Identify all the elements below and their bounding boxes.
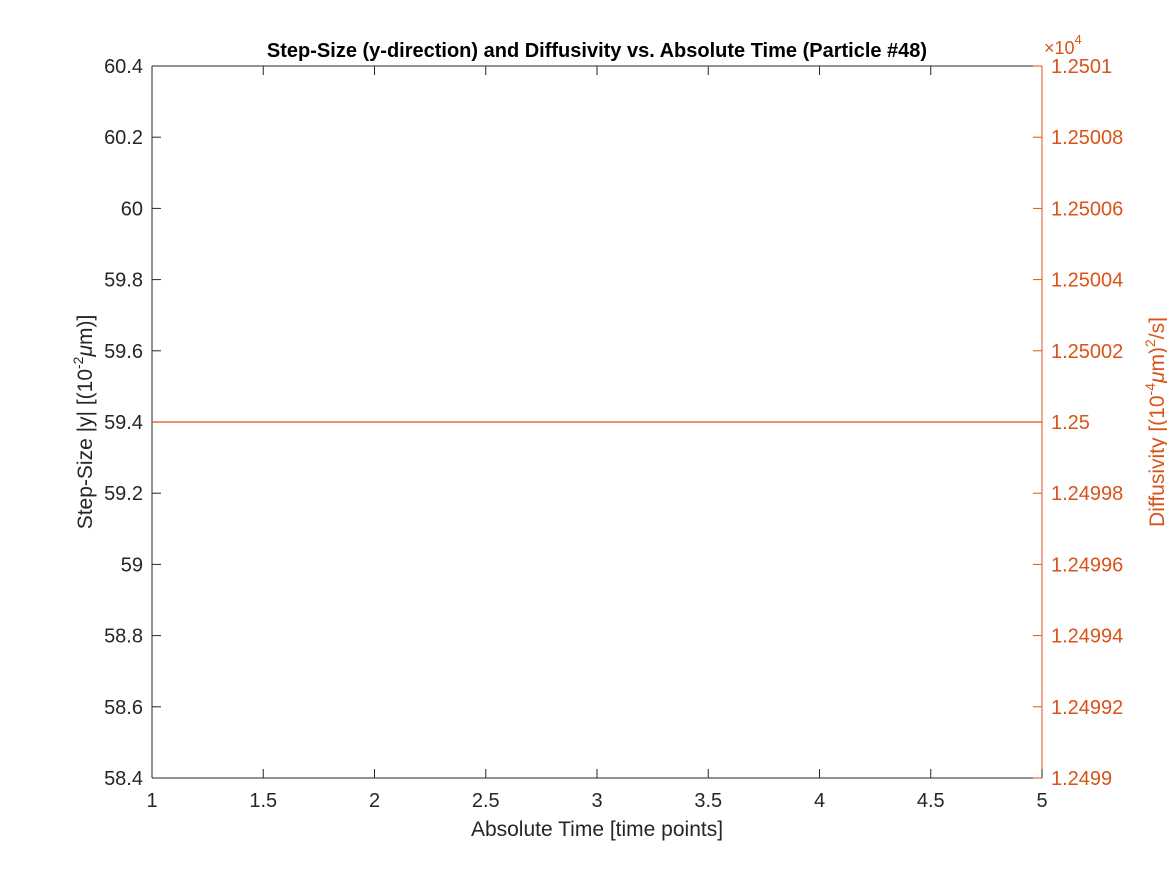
x-tick-label: 1.5 [249,790,277,812]
left-y-axis-title: Step-Size |y| [(10-2μm)] [70,315,97,530]
right-y-tick-label: 1.2501 [1051,56,1112,78]
left-y-tick-label: 59 [121,554,143,576]
left-y-tick-label: 60 [121,198,143,220]
right-y-tick-label: 1.2499 [1051,768,1112,790]
left-y-tick-label: 60.4 [104,56,143,78]
x-tick-label: 4.5 [917,790,945,812]
right-y-tick-label: 1.24996 [1051,554,1123,576]
right-y-axis-title: Diffusivity [(10-4μm)2/s] [1142,317,1167,527]
right-y-tick-label: 1.25004 [1051,270,1123,292]
x-tick-label: 3 [591,790,602,812]
x-tick-label: 5 [1036,790,1047,812]
right-axis-exponent-label: ×104 [1044,32,1082,58]
left-y-tick-label: 59.8 [104,270,143,292]
left-y-axis: 60.4 60.2 60 59.8 59.6 59.4 59.2 59 58.8 58.6 58.4 [104,56,161,790]
left-y-tick-label: 59.2 [104,483,143,505]
left-y-tick-label: 58.6 [104,697,143,719]
right-y-tick-label: 1.25006 [1051,198,1123,220]
right-y-tick-label: 1.25002 [1051,341,1123,363]
x-tick-label: 1 [146,790,157,812]
right-y-tick-label: 1.25008 [1051,127,1123,149]
left-y-tick-label: 59.6 [104,341,143,363]
left-y-tick-label: 58.8 [104,626,143,648]
right-y-tick-label: 1.24992 [1051,697,1123,719]
x-tick-label: 4 [814,790,825,812]
x-tick-label: 2.5 [472,790,500,812]
x-tick-label: 2 [369,790,380,812]
right-y-axis: 1.2501 1.25008 1.25006 1.25004 1.25002 1.25 1.… [1033,56,1123,790]
left-y-tick-label: 59.4 [104,412,143,434]
x-axis-title: Absolute Time [time points] [471,818,723,841]
x-axis: 1 1.5 2 2.5 3 3.5 4 4.5 5 [146,66,1048,812]
right-y-tick-label: 1.24998 [1051,483,1123,505]
right-y-tick-label: 1.24994 [1051,626,1123,648]
left-y-tick-label: 58.4 [104,768,143,790]
left-y-tick-label: 60.2 [104,127,143,149]
chart-title: Step-Size (y-direction) and Diffusivity … [267,40,927,62]
x-tick-label: 3.5 [694,790,722,812]
right-y-tick-label: 1.25 [1051,412,1090,434]
